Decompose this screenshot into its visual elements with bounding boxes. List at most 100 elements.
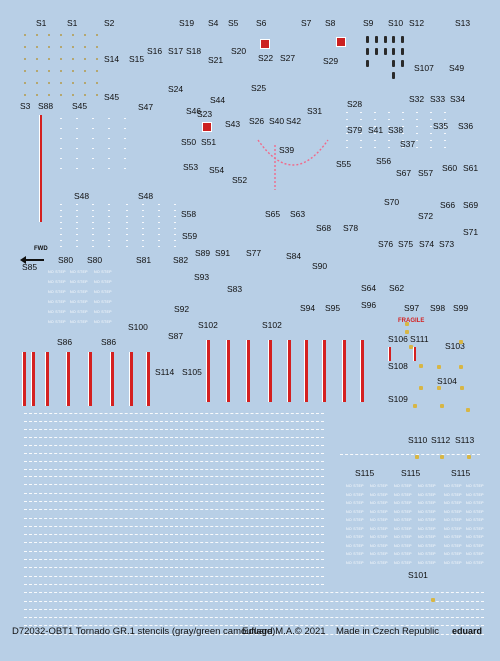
decal-tick xyxy=(402,133,404,134)
footer-center: Eduard M.A.© 2021 xyxy=(242,626,326,637)
decal-tick xyxy=(402,147,404,148)
decal-tick xyxy=(60,246,62,247)
decal-tick xyxy=(60,240,62,241)
decal-dot xyxy=(96,34,98,36)
decal-label-s10: S10 xyxy=(388,18,404,28)
decal-tick xyxy=(416,112,418,113)
line-decal xyxy=(24,453,324,455)
yellow-decal xyxy=(437,365,441,369)
decal-label-s86: S86 xyxy=(101,337,117,347)
decal-tick xyxy=(60,118,62,119)
decal-label-s102: S102 xyxy=(198,320,218,330)
decal-tick xyxy=(124,138,126,139)
yellow-decal xyxy=(405,322,409,326)
red-stripe xyxy=(22,352,26,406)
decal-label-s97: S97 xyxy=(404,303,420,313)
line-decal xyxy=(24,509,324,511)
decal-label-s40: S40 xyxy=(269,116,285,126)
decal-label-s39: S39 xyxy=(279,145,295,155)
decal-tick xyxy=(108,148,110,149)
no-step-decal: NO STEP xyxy=(394,552,412,556)
line-decal xyxy=(24,559,324,561)
decal-label-s86: S86 xyxy=(57,337,73,347)
no-step-decal: NO STEP xyxy=(48,290,66,294)
no-step-decal: NO STEP xyxy=(394,560,412,565)
no-step-decal: NO STEP xyxy=(394,535,412,539)
decal-label-s52: S52 xyxy=(232,175,248,185)
decal-label-s114: S114 xyxy=(155,367,175,377)
black-strut-mark xyxy=(366,60,369,67)
no-step-decal: NO STEP xyxy=(370,509,388,514)
decal-label-s27: S27 xyxy=(280,53,296,63)
decal-tick xyxy=(416,133,418,134)
yellow-decal xyxy=(405,330,409,334)
decal-label-s43: S43 xyxy=(225,119,241,129)
decal-label-s1: S1 xyxy=(36,18,47,28)
decal-tick xyxy=(126,210,128,211)
fwd-text: FWD xyxy=(34,246,48,252)
no-step-decal: NO STEP xyxy=(346,560,364,565)
decal-dot xyxy=(84,94,86,96)
decal-tick xyxy=(174,228,176,229)
decal-label-s50: S50 xyxy=(181,137,197,147)
decal-label-s111: S111 xyxy=(410,334,429,344)
decal-tick xyxy=(360,112,362,113)
line-decal xyxy=(24,525,324,528)
decal-label-s94: S94 xyxy=(300,303,316,313)
no-step-decal: NO STEP xyxy=(70,320,88,324)
yellow-decal xyxy=(466,408,470,412)
red-stripe xyxy=(268,340,272,402)
no-step-decal: NO STEP xyxy=(418,560,436,565)
decal-tick xyxy=(92,138,94,139)
decal-label-s18: S18 xyxy=(186,46,202,56)
no-step-decal: NO STEP xyxy=(70,280,88,284)
black-strut-mark xyxy=(375,36,378,43)
no-step-decal: NO STEP xyxy=(370,484,388,488)
red-stripe xyxy=(39,115,42,215)
no-step-decal: NO STEP xyxy=(346,492,364,497)
red-warning-square xyxy=(260,39,270,49)
decal-dot xyxy=(72,58,74,60)
decal-tick xyxy=(126,216,128,217)
decal-tick xyxy=(60,204,62,205)
red-stripe xyxy=(206,340,210,402)
decal-dot xyxy=(36,82,38,84)
decal-tick xyxy=(76,228,78,229)
line-decal xyxy=(24,583,324,586)
no-step-decal: NO STEP xyxy=(370,552,388,556)
no-step-decal: NO STEP xyxy=(346,484,364,488)
decal-label-s61: S61 xyxy=(463,163,479,173)
no-step-decal: NO STEP xyxy=(444,543,462,548)
yellow-decal xyxy=(437,386,441,390)
red-stripe xyxy=(388,347,391,361)
decal-tick xyxy=(360,147,362,148)
line-decal xyxy=(24,625,484,627)
decal-tick xyxy=(76,204,78,205)
decal-tick xyxy=(76,148,78,149)
decal-tick xyxy=(142,246,144,247)
decal-tick xyxy=(158,246,160,247)
yellow-decal xyxy=(431,598,435,602)
decal-tick xyxy=(142,228,144,229)
decal-tick xyxy=(444,147,446,148)
decal-tick xyxy=(60,168,62,169)
decal-tick xyxy=(402,126,404,127)
decal-tick xyxy=(388,112,390,113)
decal-dot xyxy=(24,94,26,96)
no-step-decal: NO STEP xyxy=(70,310,88,314)
decal-tick xyxy=(92,210,94,211)
decal-label-s76: S76 xyxy=(378,239,394,249)
decal-tick xyxy=(444,126,446,127)
decal-label-s104: S104 xyxy=(437,376,457,386)
decal-dot xyxy=(60,70,62,72)
fragile-label: FRAGILE xyxy=(398,318,425,324)
decal-tick xyxy=(346,126,348,127)
decal-label-s47: S47 xyxy=(138,102,154,112)
line-decal xyxy=(24,517,324,520)
decal-label-s15: S15 xyxy=(129,54,145,64)
decal-dot xyxy=(24,58,26,60)
decal-tick xyxy=(76,158,78,159)
black-strut-mark xyxy=(375,48,378,55)
no-step-decal: NO STEP xyxy=(466,484,484,488)
decal-tick xyxy=(124,118,126,119)
